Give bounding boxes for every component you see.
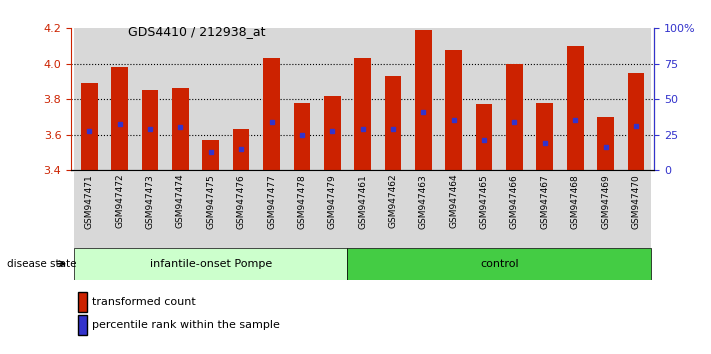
Text: GSM947466: GSM947466 [510,174,519,229]
Bar [324,96,341,170]
Bar [257,170,287,248]
Text: GSM947476: GSM947476 [237,174,245,229]
Bar [135,170,165,248]
Text: GSM947478: GSM947478 [297,174,306,229]
Bar [354,58,371,170]
Bar [263,58,280,170]
Bar [469,170,499,248]
Text: GSM947464: GSM947464 [449,174,458,228]
Bar [172,88,188,170]
Text: GSM947475: GSM947475 [206,174,215,229]
Bar [499,170,530,248]
Text: GSM947469: GSM947469 [601,174,610,229]
Bar [469,28,499,170]
Text: GSM947467: GSM947467 [540,174,550,229]
Bar [105,170,135,248]
Text: GSM947471: GSM947471 [85,174,94,229]
Bar [439,170,469,248]
Text: GSM947468: GSM947468 [571,174,579,229]
Bar [317,170,348,248]
Bar [621,170,651,248]
Bar [165,170,196,248]
Bar [476,104,493,170]
Bar [378,28,408,170]
Bar [560,28,590,170]
Bar [294,103,310,170]
Text: GSM947465: GSM947465 [480,174,488,229]
Text: control: control [480,259,518,269]
Text: GSM947462: GSM947462 [388,174,397,228]
Bar [226,170,257,248]
Bar [621,28,651,170]
Bar [560,170,590,248]
Bar [597,117,614,170]
Bar [287,170,317,248]
Bar [257,28,287,170]
Bar [317,28,348,170]
Text: GSM947479: GSM947479 [328,174,337,229]
Bar [378,170,408,248]
Bar [567,46,584,170]
Text: GSM947472: GSM947472 [115,174,124,228]
Text: GSM947477: GSM947477 [267,174,276,229]
Bar [141,90,159,170]
Bar [203,140,219,170]
Bar [537,103,553,170]
Bar [348,248,651,280]
Bar [530,170,560,248]
Bar [415,30,432,170]
Bar [348,170,378,248]
Bar [74,170,105,248]
Bar [165,28,196,170]
Text: GSM947474: GSM947474 [176,174,185,228]
Text: infantile-onset Pompe: infantile-onset Pompe [149,259,272,269]
Bar [348,28,378,170]
Text: transformed count: transformed count [92,297,196,307]
Bar [506,64,523,170]
Bar [590,170,621,248]
Bar [74,28,105,170]
Bar [135,28,165,170]
Bar [232,129,250,170]
Text: GSM947461: GSM947461 [358,174,367,229]
Text: GSM947463: GSM947463 [419,174,428,229]
Bar [112,67,128,170]
Bar [499,28,530,170]
Bar [628,73,644,170]
Bar [196,170,226,248]
Text: GSM947473: GSM947473 [146,174,154,229]
Text: GSM947470: GSM947470 [631,174,641,229]
Bar [530,28,560,170]
Bar [590,28,621,170]
Bar [226,28,257,170]
Bar [74,248,348,280]
Text: disease state: disease state [7,259,77,269]
Bar [408,28,439,170]
Text: GDS4410 / 212938_at: GDS4410 / 212938_at [128,25,265,38]
Bar [287,28,317,170]
Bar [408,170,439,248]
Bar [105,28,135,170]
Text: percentile rank within the sample: percentile rank within the sample [92,320,280,330]
Bar [81,83,97,170]
Bar [445,50,462,170]
Bar [439,28,469,170]
Bar [196,28,226,170]
Bar [385,76,401,170]
